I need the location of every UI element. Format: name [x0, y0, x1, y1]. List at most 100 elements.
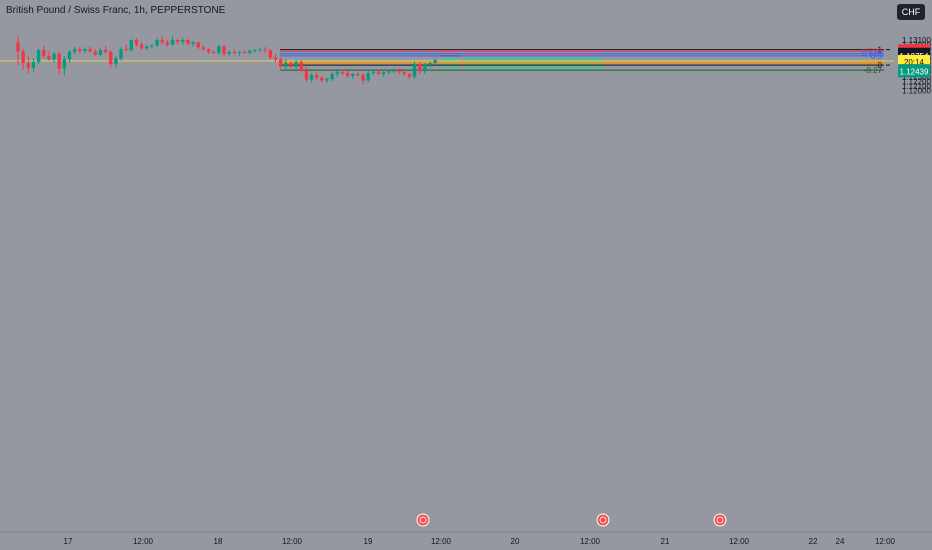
x-tick-label: 22	[809, 537, 818, 546]
candle-body	[67, 51, 72, 60]
candle-body	[103, 50, 108, 52]
candle-body	[155, 40, 159, 46]
candle-body	[72, 49, 77, 52]
event-icon[interactable]	[416, 513, 430, 527]
candle-body	[418, 63, 422, 72]
fib-level-label: 0.786	[862, 47, 883, 56]
candle-body	[196, 42, 200, 48]
candle-body	[289, 63, 293, 67]
candle-body	[52, 53, 56, 60]
x-tick-label: 17	[64, 537, 73, 546]
candle-body	[212, 51, 216, 53]
fib-level-label: 0.382	[862, 59, 883, 68]
candle-body	[114, 58, 118, 64]
fib-level-label: 0	[878, 61, 883, 70]
candle-body	[26, 63, 30, 68]
candle-body	[325, 79, 329, 81]
candle-body	[47, 56, 51, 60]
candle-body	[304, 70, 309, 80]
candle-body	[335, 72, 339, 75]
x-tick-label: 12:00	[729, 537, 750, 546]
price-axis[interactable]	[894, 0, 932, 532]
candle-body	[134, 40, 139, 45]
candle-body	[170, 40, 175, 45]
candle-body	[433, 60, 437, 63]
candle-body	[88, 49, 92, 52]
candle-body	[222, 46, 226, 54]
candle-body	[381, 72, 386, 75]
candle-body	[402, 72, 406, 75]
fib-level-label: 1	[878, 46, 883, 55]
candle-body	[36, 50, 41, 63]
candle-body	[165, 42, 170, 45]
candle-body	[330, 74, 334, 80]
candle-body	[109, 51, 113, 64]
x-tick-label: 19	[364, 537, 373, 546]
candle-body	[129, 40, 133, 51]
x-tick-label: 12:00	[875, 537, 896, 546]
candle-body	[201, 47, 206, 50]
y-tick-label: 1.12100	[902, 82, 931, 91]
event-icon[interactable]	[713, 513, 727, 527]
candle-body	[284, 63, 288, 67]
candle-body	[309, 74, 314, 80]
y-tick-label: 1.12000	[902, 87, 931, 96]
candle-body	[160, 40, 164, 43]
candle-body	[299, 62, 303, 71]
currency-button[interactable]: CHF	[897, 4, 925, 20]
candle-body	[150, 45, 154, 47]
candle-body	[351, 74, 355, 76]
candle-body	[268, 50, 273, 58]
price-tag	[898, 65, 930, 78]
candle-body	[361, 74, 365, 81]
candle-body	[320, 77, 324, 81]
candle-body	[376, 72, 381, 75]
candle-body	[356, 74, 360, 76]
x-tick-label: 18	[214, 537, 223, 546]
candle-body	[181, 40, 185, 42]
candle-body	[83, 49, 87, 52]
candle-body	[78, 49, 82, 52]
y-tick-label: 1.12200	[902, 77, 931, 86]
candle-body	[278, 59, 283, 67]
candle-body	[294, 62, 298, 67]
candle-body	[387, 71, 391, 73]
candle-body	[232, 51, 236, 53]
candle-body	[227, 51, 231, 54]
candle-body	[315, 74, 319, 78]
candle-body	[407, 74, 412, 77]
candle-body	[366, 73, 370, 81]
x-tick-label: 21	[661, 537, 670, 546]
candle-body	[62, 59, 67, 69]
x-tick-label: 12:00	[431, 537, 452, 546]
fib-level-label: 0.5	[871, 52, 883, 61]
candle-body	[119, 49, 123, 59]
x-tick-label: 12:00	[282, 537, 303, 546]
candle-body	[253, 50, 257, 52]
candle-body	[57, 53, 61, 69]
candle-body	[139, 44, 144, 49]
x-tick-label: 12:00	[133, 537, 154, 546]
candle-body	[124, 49, 128, 51]
candle-body	[397, 70, 401, 73]
candle-body	[248, 51, 252, 53]
candle-body	[42, 50, 46, 57]
candle-body	[392, 70, 396, 72]
candle-body	[345, 73, 350, 76]
candle-body	[175, 40, 180, 42]
candle-body	[16, 42, 20, 52]
price-tag-label: 1.12439	[900, 67, 929, 76]
candle-body	[273, 57, 278, 60]
symbol-title: British Pound / Swiss Franc, 1h, PEPPERS…	[6, 5, 226, 16]
candle-body	[145, 46, 149, 49]
x-tick-label: 20	[511, 537, 520, 546]
candle-body	[93, 51, 97, 55]
fib-level-label: 0.618	[862, 50, 883, 59]
candle-body	[21, 51, 25, 63]
candle-body	[242, 51, 247, 53]
event-icon[interactable]	[596, 513, 610, 527]
candle-body	[98, 50, 103, 55]
fib-level-label: -0.27	[864, 66, 883, 75]
y-tick-label: 1.13100	[902, 36, 931, 45]
